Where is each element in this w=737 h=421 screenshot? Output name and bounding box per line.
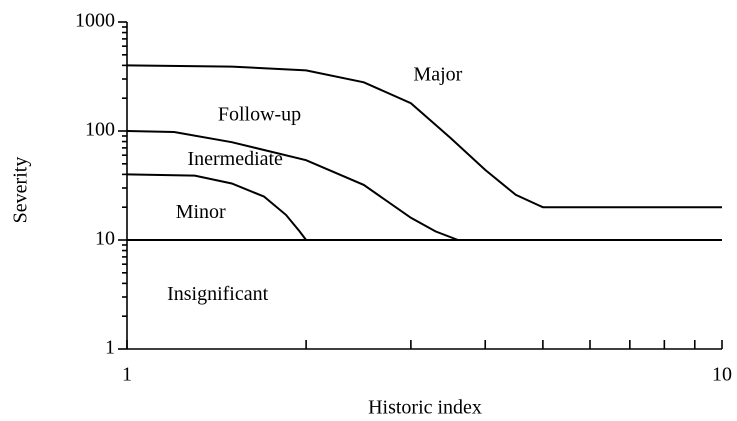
y-axis-label: Severity <box>10 157 32 224</box>
annotation: Follow-up <box>218 104 301 126</box>
annotation: Major <box>413 64 462 86</box>
y-tick-label: 1 <box>105 337 115 359</box>
x-tick-label: 1 <box>122 364 132 386</box>
y-tick-label: 100 <box>85 119 115 141</box>
annotation: Minor <box>176 201 226 223</box>
curve <box>126 173 307 241</box>
annotation: Insignificant <box>167 283 269 305</box>
y-tick-label: 1000 <box>75 10 115 32</box>
curve <box>126 130 459 241</box>
curve <box>126 64 722 209</box>
x-tick-label: 10 <box>712 364 732 386</box>
y-tick-label: 10 <box>95 228 115 250</box>
x-axis-label: Historic index <box>368 397 482 419</box>
annotation: Inermediate <box>187 148 283 170</box>
